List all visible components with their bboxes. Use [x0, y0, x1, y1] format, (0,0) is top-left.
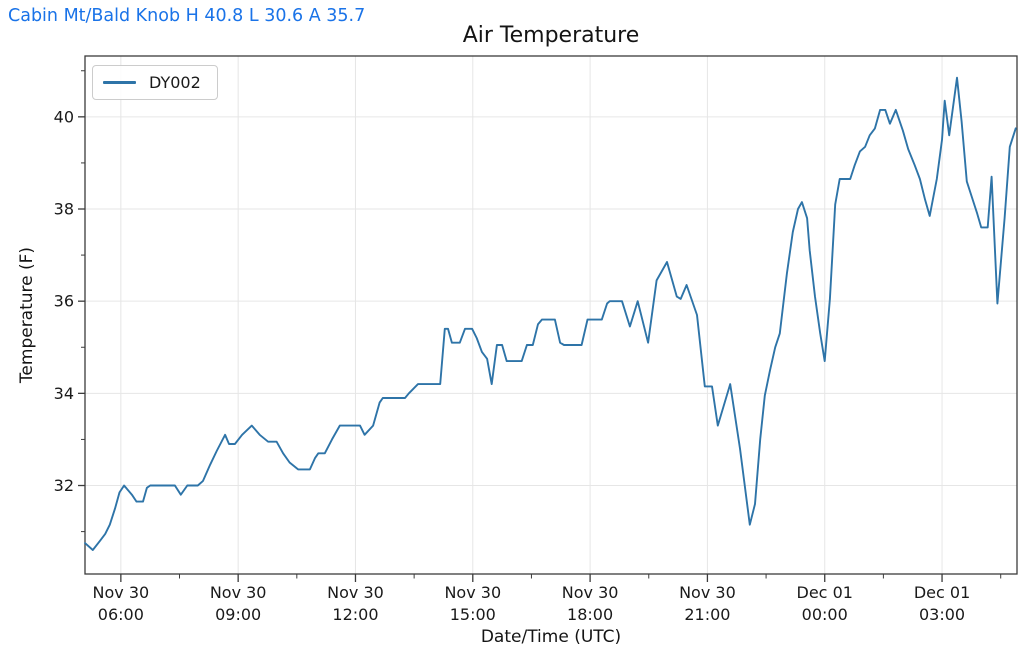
x-tick-label-date: Nov 30 [444, 583, 501, 602]
x-tick-label-time: 12:00 [332, 605, 378, 624]
legend-line-swatch [103, 81, 136, 84]
x-tick-label-date: Nov 30 [562, 583, 619, 602]
x-tick-label-date: Dec 01 [797, 583, 853, 602]
legend: DY002 [92, 65, 218, 100]
x-tick-label-date: Dec 01 [914, 583, 970, 602]
temperature-line [84, 76, 1017, 551]
y-tick-label: 38 [54, 200, 74, 219]
x-tick-label-time: 00:00 [802, 605, 848, 624]
y-axis-label: Temperature (F) [17, 246, 37, 384]
x-tick-label-date: Nov 30 [93, 583, 150, 602]
x-tick-label-date: Nov 30 [679, 583, 736, 602]
x-tick-label-date: Nov 30 [210, 583, 267, 602]
x-tick-label-time: 09:00 [215, 605, 261, 624]
station-summary-text: Cabin Mt/Bald Knob H 40.8 L 30.6 A 35.7 [8, 6, 366, 26]
x-tick-label-time: 03:00 [919, 605, 965, 624]
x-tick-label-date: Nov 30 [327, 583, 384, 602]
y-tick-label: 34 [54, 384, 74, 403]
x-tick-label-time: 21:00 [684, 605, 730, 624]
y-tick-label: 32 [54, 476, 74, 495]
x-tick-label-time: 06:00 [98, 605, 144, 624]
x-tick-label-time: 15:00 [450, 605, 496, 624]
x-axis-label: Date/Time (UTC) [480, 627, 622, 647]
y-tick-label: 40 [54, 107, 74, 126]
axes-frame [84, 55, 1018, 575]
y-tick-label: 36 [54, 292, 74, 311]
x-tick-label-time: 18:00 [567, 605, 613, 624]
legend-series-label: DY002 [149, 73, 201, 92]
chart-title: Air Temperature [462, 23, 640, 48]
